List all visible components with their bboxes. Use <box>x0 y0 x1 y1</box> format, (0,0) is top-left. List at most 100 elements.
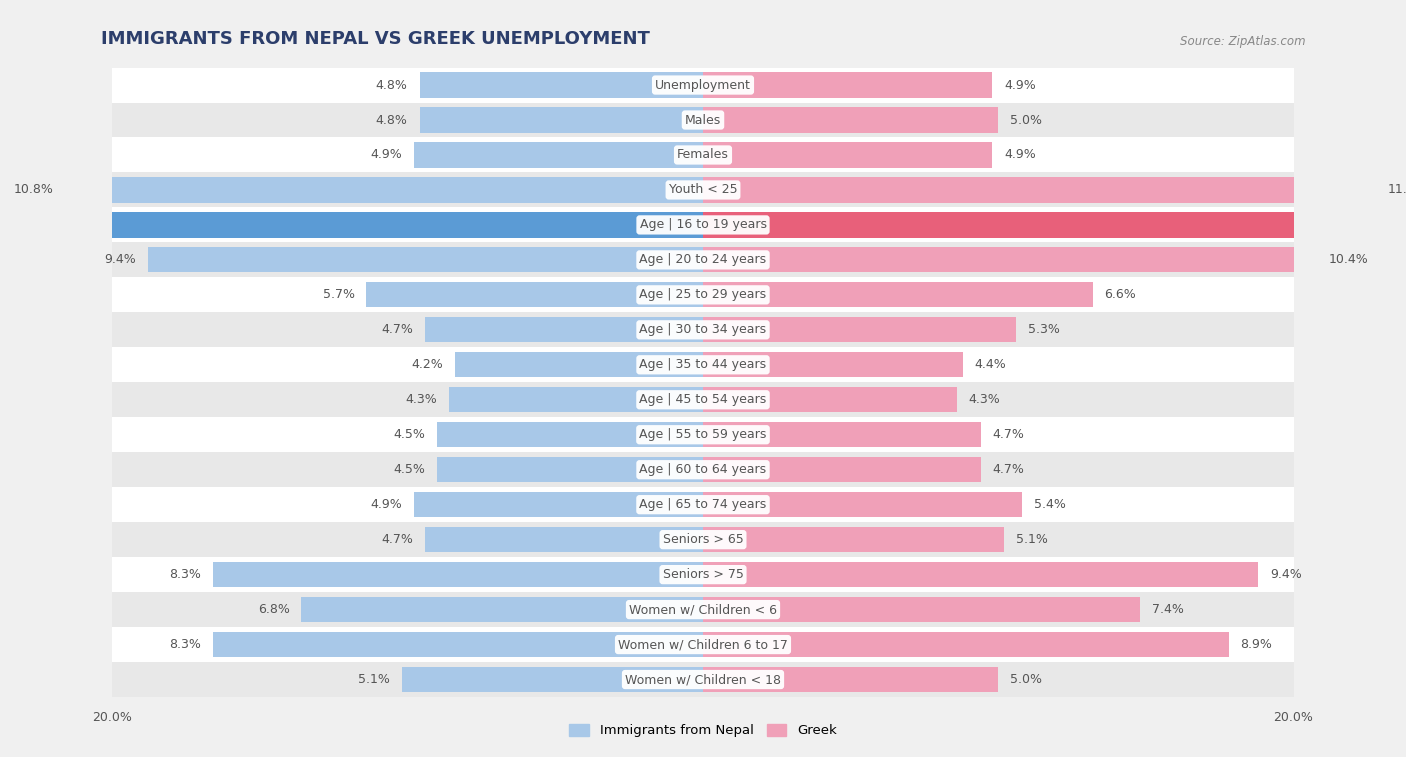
Text: 5.7%: 5.7% <box>322 288 354 301</box>
Bar <box>112 313 1294 347</box>
Bar <box>437 457 703 482</box>
Bar <box>112 488 1294 522</box>
Text: Males: Males <box>685 114 721 126</box>
Bar <box>703 422 980 447</box>
Text: 4.9%: 4.9% <box>1004 148 1036 161</box>
Bar <box>426 527 703 553</box>
Bar <box>703 248 1317 273</box>
Text: 4.5%: 4.5% <box>394 428 426 441</box>
Text: Women w/ Children < 18: Women w/ Children < 18 <box>626 673 780 686</box>
Text: 4.4%: 4.4% <box>974 358 1007 371</box>
Bar <box>367 282 703 307</box>
Bar <box>703 317 1017 342</box>
Bar <box>112 277 1294 313</box>
Text: 4.3%: 4.3% <box>405 394 437 407</box>
Bar <box>112 522 1294 557</box>
Bar <box>703 107 998 132</box>
Bar <box>703 73 993 98</box>
Bar <box>112 102 1294 138</box>
Text: 5.0%: 5.0% <box>1010 673 1042 686</box>
Bar <box>0 212 703 238</box>
Text: Females: Females <box>678 148 728 161</box>
Bar <box>112 592 1294 627</box>
Bar <box>112 347 1294 382</box>
Text: Age | 30 to 34 years: Age | 30 to 34 years <box>640 323 766 336</box>
Text: 4.7%: 4.7% <box>382 323 413 336</box>
Text: Age | 55 to 59 years: Age | 55 to 59 years <box>640 428 766 441</box>
Bar <box>112 627 1294 662</box>
Text: Age | 20 to 24 years: Age | 20 to 24 years <box>640 254 766 266</box>
Text: 9.4%: 9.4% <box>104 254 136 266</box>
Text: 6.6%: 6.6% <box>1105 288 1136 301</box>
Bar <box>703 457 980 482</box>
Bar <box>112 452 1294 488</box>
Text: Youth < 25: Youth < 25 <box>669 183 737 197</box>
Text: Age | 60 to 64 years: Age | 60 to 64 years <box>640 463 766 476</box>
Bar <box>112 67 1294 102</box>
Text: IMMIGRANTS FROM NEPAL VS GREEK UNEMPLOYMENT: IMMIGRANTS FROM NEPAL VS GREEK UNEMPLOYM… <box>101 30 650 48</box>
Bar <box>449 387 703 413</box>
Bar <box>212 632 703 657</box>
Bar <box>419 73 703 98</box>
Text: 4.3%: 4.3% <box>969 394 1001 407</box>
Bar <box>419 107 703 132</box>
Bar <box>112 382 1294 417</box>
Text: Seniors > 65: Seniors > 65 <box>662 533 744 546</box>
Bar <box>112 557 1294 592</box>
Text: 4.7%: 4.7% <box>993 463 1024 476</box>
Text: Age | 45 to 54 years: Age | 45 to 54 years <box>640 394 766 407</box>
Text: Unemployment: Unemployment <box>655 79 751 92</box>
Text: 5.0%: 5.0% <box>1010 114 1042 126</box>
Text: 5.3%: 5.3% <box>1028 323 1060 336</box>
Bar <box>402 667 703 692</box>
Bar <box>426 317 703 342</box>
Text: 8.3%: 8.3% <box>169 568 201 581</box>
Text: 4.5%: 4.5% <box>394 463 426 476</box>
Bar <box>212 562 703 587</box>
Bar <box>112 417 1294 452</box>
Bar <box>148 248 703 273</box>
Text: 4.7%: 4.7% <box>382 533 413 546</box>
Bar <box>703 352 963 378</box>
Bar <box>703 562 1258 587</box>
Bar <box>703 632 1229 657</box>
Text: 6.8%: 6.8% <box>257 603 290 616</box>
Text: 7.4%: 7.4% <box>1152 603 1184 616</box>
Text: 10.8%: 10.8% <box>14 183 53 197</box>
Text: 4.7%: 4.7% <box>993 428 1024 441</box>
Text: Age | 35 to 44 years: Age | 35 to 44 years <box>640 358 766 371</box>
Text: 4.9%: 4.9% <box>370 148 402 161</box>
Text: 5.1%: 5.1% <box>1017 533 1047 546</box>
Bar <box>301 597 703 622</box>
Text: 5.1%: 5.1% <box>359 673 389 686</box>
Text: 4.9%: 4.9% <box>1004 79 1036 92</box>
Bar <box>112 138 1294 173</box>
Bar <box>703 212 1406 238</box>
Text: 10.4%: 10.4% <box>1329 254 1368 266</box>
Bar <box>703 177 1376 203</box>
Text: Seniors > 75: Seniors > 75 <box>662 568 744 581</box>
Bar <box>703 527 1004 553</box>
Bar <box>413 492 703 517</box>
Text: Women w/ Children < 6: Women w/ Children < 6 <box>628 603 778 616</box>
Text: 4.2%: 4.2% <box>412 358 443 371</box>
Bar <box>456 352 703 378</box>
Text: Source: ZipAtlas.com: Source: ZipAtlas.com <box>1180 35 1305 48</box>
Bar <box>437 422 703 447</box>
Bar <box>112 662 1294 697</box>
Bar <box>703 142 993 167</box>
Text: 4.8%: 4.8% <box>375 114 408 126</box>
Text: Age | 16 to 19 years: Age | 16 to 19 years <box>640 219 766 232</box>
Text: Age | 25 to 29 years: Age | 25 to 29 years <box>640 288 766 301</box>
Bar <box>703 492 1022 517</box>
Text: 8.9%: 8.9% <box>1240 638 1272 651</box>
Bar <box>703 667 998 692</box>
Text: Women w/ Children 6 to 17: Women w/ Children 6 to 17 <box>619 638 787 651</box>
Bar <box>703 282 1092 307</box>
Bar <box>65 177 703 203</box>
Text: 4.9%: 4.9% <box>370 498 402 511</box>
Legend: Immigrants from Nepal, Greek: Immigrants from Nepal, Greek <box>564 718 842 743</box>
Text: Age | 65 to 74 years: Age | 65 to 74 years <box>640 498 766 511</box>
Bar <box>413 142 703 167</box>
Bar <box>703 597 1140 622</box>
